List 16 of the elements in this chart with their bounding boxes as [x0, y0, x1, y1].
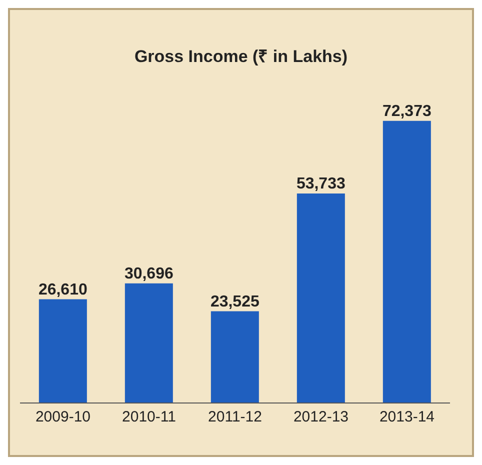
- bar: [210, 311, 259, 403]
- x-tick-label: 2012-13: [293, 408, 349, 426]
- data-label: 23,525: [210, 293, 260, 310]
- bar: [124, 283, 173, 403]
- bar: [382, 120, 431, 403]
- data-label: 53,733: [296, 176, 346, 193]
- data-label: 72,373: [382, 102, 432, 120]
- x-tick-label: 2013-14: [379, 408, 435, 426]
- x-tick-label: 2011-12: [208, 408, 262, 426]
- data-label: 30,696: [124, 265, 174, 282]
- chart-title: Gross Income (₹ in Lakhs): [133, 46, 349, 67]
- x-tick-label: 2009-10: [35, 408, 91, 426]
- bar: [38, 299, 87, 403]
- bar: [296, 194, 345, 403]
- x-tick-label: 2010-11: [122, 408, 176, 426]
- data-label: 26,610: [38, 281, 88, 298]
